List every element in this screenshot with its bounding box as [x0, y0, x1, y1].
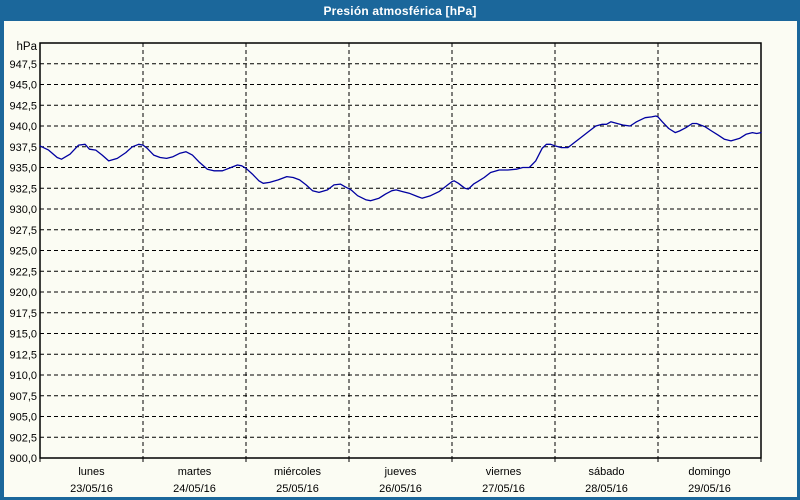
pressure-line [39, 115, 762, 202]
y-tick-label: 910,0 [9, 370, 37, 382]
x-date-label: 27/05/16 [482, 483, 525, 495]
y-tick-label: 947,5 [9, 59, 37, 71]
y-tick-label: 907,5 [9, 391, 37, 403]
window-border-right [797, 21, 800, 500]
window-border-left [0, 21, 4, 500]
y-tick-label: 917,5 [9, 308, 37, 320]
chart-title: Presión atmosférica [hPa] [323, 3, 477, 18]
x-day-label: martes [178, 466, 212, 478]
x-date-label: 26/05/16 [379, 483, 422, 495]
y-tick-label: 902,5 [9, 432, 37, 444]
x-day-label: miércoles [274, 466, 322, 478]
x-date-label: 25/05/16 [276, 483, 319, 495]
window-border-bottom [0, 497, 800, 500]
y-tick-label: 932,5 [9, 183, 37, 195]
y-tick-label: 925,0 [9, 246, 37, 258]
y-tick-label: 927,5 [9, 225, 37, 237]
x-day-label: sábado [588, 466, 624, 478]
y-tick-label: 940,0 [9, 121, 37, 133]
x-date-label: 29/05/16 [688, 483, 731, 495]
y-tick-label: 945,0 [9, 80, 37, 92]
x-day-label: viernes [486, 466, 522, 478]
x-date-label: 24/05/16 [173, 483, 216, 495]
y-tick-label: 905,0 [9, 412, 37, 424]
y-axis-unit-label: hPa [17, 41, 38, 53]
y-tick-label: 930,0 [9, 204, 37, 216]
x-date-label: 23/05/16 [70, 483, 113, 495]
y-tick-label: 935,0 [9, 163, 37, 175]
plot-border [39, 42, 762, 459]
y-tick-label: 915,0 [9, 329, 37, 341]
title-bar[interactable]: Presión atmosférica [hPa] [0, 0, 800, 21]
y-tick-label: 922,5 [9, 266, 37, 278]
y-tick-label: 900,0 [9, 453, 37, 465]
x-day-label: domingo [688, 466, 730, 478]
y-tick-label: 912,5 [9, 349, 37, 361]
y-tick-label: 920,0 [9, 287, 37, 299]
x-date-label: 28/05/16 [585, 483, 628, 495]
y-tick-label: 942,5 [9, 100, 37, 112]
x-day-label: jueves [384, 466, 417, 478]
y-tick-label: 937,5 [9, 142, 37, 154]
x-day-label: lunes [78, 466, 105, 478]
